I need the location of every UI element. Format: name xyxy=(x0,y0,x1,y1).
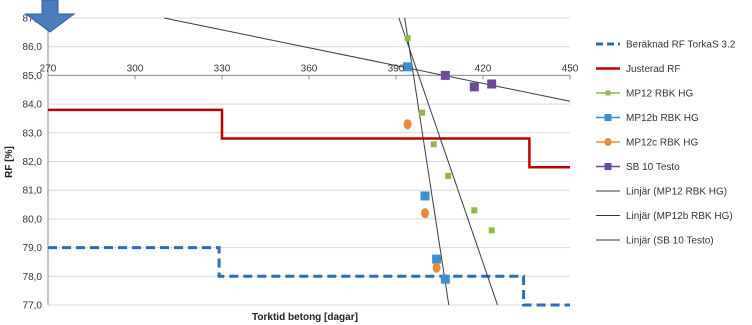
legend-entry: MP12c RBK HG xyxy=(596,138,698,149)
series-1-line xyxy=(48,108,570,169)
x-tick-label: 330 xyxy=(214,63,231,74)
legend-label: Justerad RF xyxy=(626,64,680,75)
legend-entry: MP12 RBK HG xyxy=(596,89,693,100)
legend-label: SB 10 Testo xyxy=(626,162,680,173)
series-4-point xyxy=(421,208,429,219)
series-5-point xyxy=(487,79,497,89)
series-2-point xyxy=(471,207,478,214)
legend-label: MP12b RBK HG xyxy=(626,113,699,124)
y-tick-label: 83,0 xyxy=(23,128,43,139)
legend-entry: Beräknad RF TorkaS 3.2 xyxy=(596,40,736,51)
series-4-point xyxy=(403,119,412,130)
y-tick-label: 78,0 xyxy=(23,272,43,283)
axes xyxy=(47,18,571,305)
legend-entry: MP12b RBK HG xyxy=(596,113,699,124)
decorations xyxy=(24,0,76,33)
x-tick-label: 360 xyxy=(301,63,318,74)
legend-entry: Linjär (MP12b RBK HG) xyxy=(596,211,733,222)
legend-label: MP12 RBK HG xyxy=(626,89,693,100)
legend-label: Linjär (MP12 RBK HG) xyxy=(626,187,727,198)
series-5-point xyxy=(440,70,450,80)
series-2-point xyxy=(419,109,426,116)
series-4-point xyxy=(432,262,441,273)
series-3-point xyxy=(432,254,442,264)
series-6-line xyxy=(398,17,498,306)
series-3-point xyxy=(440,274,450,284)
y-axis-title: RF [%] xyxy=(4,146,15,178)
markers xyxy=(403,35,497,284)
legend-entry: Justerad RF xyxy=(596,64,680,75)
x-tick-label: 300 xyxy=(127,63,144,74)
y-tick-label: 85,0 xyxy=(23,71,43,82)
legend-swatch-marker xyxy=(604,114,612,121)
series-2-point xyxy=(445,172,452,179)
y-tick-label: 77,0 xyxy=(23,301,43,312)
legend-label: Beräknad RF TorkaS 3.2 xyxy=(626,40,736,51)
y-tick-label: 82,0 xyxy=(23,157,43,168)
legend-label: Linjär (MP12b RBK HG) xyxy=(626,211,733,222)
y-tick-label: 79,0 xyxy=(23,243,43,254)
legend-swatch-marker xyxy=(605,90,611,96)
legend-entry: Linjär (SB 10 Testo) xyxy=(596,236,714,247)
series-2-point xyxy=(488,227,495,234)
x-axis-title: Torktid betong [dagar] xyxy=(252,312,358,323)
series-2-point xyxy=(430,141,437,148)
y-tick-label: 84,0 xyxy=(23,100,43,111)
legend-label: MP12c RBK HG xyxy=(626,138,698,149)
y-tick-label: 80,0 xyxy=(23,214,43,225)
gridlines xyxy=(48,17,570,306)
legend-entry: SB 10 Testo xyxy=(596,162,680,173)
series-2-point xyxy=(404,35,411,42)
tick-labels: 77,0 78,0 79,0 80,0 81,0 82,0 83,0 84,0 85,0 86,0… xyxy=(23,14,579,312)
legend-swatch-marker xyxy=(604,163,612,170)
series-5-point xyxy=(469,82,479,92)
series-3-point xyxy=(403,62,413,72)
legend: Beräknad RF TorkaS 3.2 Justerad RF MP12 RB… xyxy=(596,40,736,247)
x-tick-label: 270 xyxy=(40,63,57,74)
y-tick-label: 86,0 xyxy=(23,42,43,53)
y-tick-label: 81,0 xyxy=(23,186,43,197)
legend-entry: Linjär (MP12 RBK HG) xyxy=(596,187,727,198)
legend-swatch-marker xyxy=(604,138,612,146)
legend-label: Linjär (SB 10 Testo) xyxy=(626,236,714,247)
x-tick-label: 420 xyxy=(475,63,492,74)
series-8-line xyxy=(163,17,571,102)
x-tick-label: 450 xyxy=(562,63,579,74)
x-tick-label: 390 xyxy=(388,63,405,74)
down-arrow-icon xyxy=(24,0,76,33)
series-3-point xyxy=(420,191,430,201)
series-0-line xyxy=(48,246,570,307)
